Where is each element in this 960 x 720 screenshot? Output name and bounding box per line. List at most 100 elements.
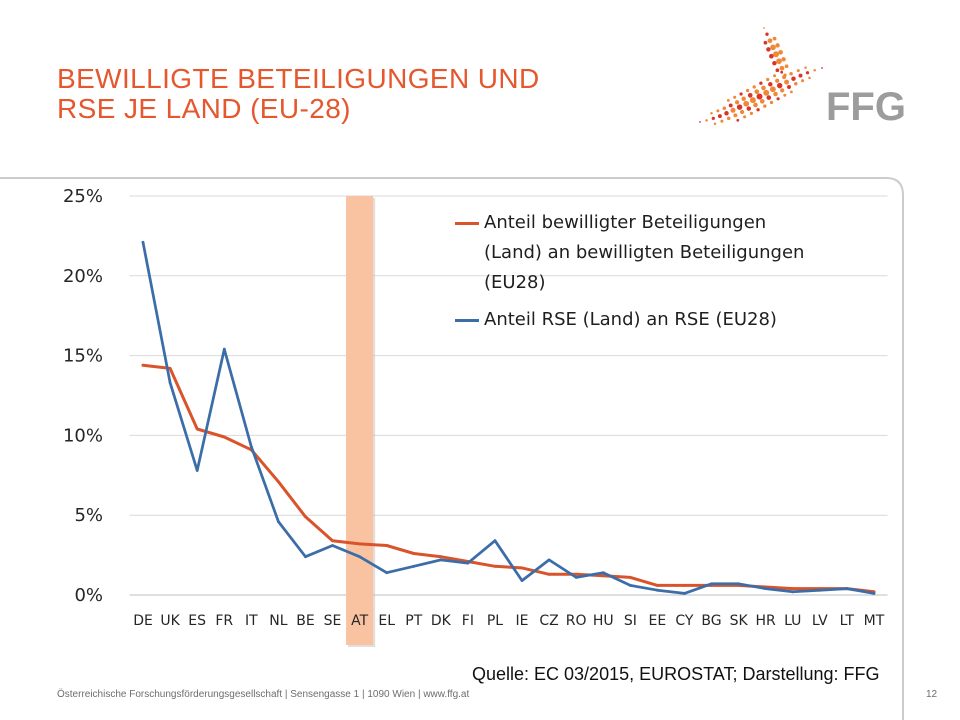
logo-dot bbox=[770, 44, 776, 51]
x-tick-label: DK bbox=[431, 613, 452, 629]
data-point-rse bbox=[710, 582, 713, 586]
series-lines bbox=[141, 240, 876, 595]
logo-dot bbox=[734, 100, 740, 105]
data-point-rse bbox=[358, 555, 361, 559]
logo-dot bbox=[739, 109, 745, 115]
data-point-rse bbox=[872, 592, 876, 595]
logo-dot bbox=[749, 97, 756, 104]
logo-dot bbox=[767, 38, 773, 44]
logo-dot bbox=[722, 106, 727, 111]
legend-item-rse: Anteil RSE (Land) an RSE (EU28) bbox=[455, 305, 835, 335]
data-point-beteiligungen bbox=[141, 363, 145, 367]
data-point-beteiligungen bbox=[601, 574, 605, 578]
data-point-rse bbox=[656, 588, 659, 592]
x-tick-label: FI bbox=[462, 613, 474, 629]
data-point-rse bbox=[277, 520, 280, 523]
x-tick-label: CY bbox=[675, 613, 694, 629]
data-point-rse bbox=[845, 587, 849, 590]
data-point-beteiligungen bbox=[547, 572, 551, 576]
x-tick-label: DE bbox=[133, 613, 153, 629]
y-tick-label: 15% bbox=[63, 346, 103, 367]
logo-dot bbox=[772, 60, 777, 66]
data-point-rse bbox=[439, 558, 443, 562]
data-point-beteiligungen bbox=[277, 480, 280, 484]
x-tick-label: MT bbox=[864, 613, 885, 629]
logo-dot bbox=[766, 77, 770, 82]
x-tick-label: IT bbox=[245, 613, 258, 629]
data-point-beteiligungen bbox=[304, 515, 307, 519]
data-point-rse bbox=[791, 590, 795, 594]
logo-dot bbox=[711, 116, 715, 121]
x-tick-label: HU bbox=[593, 613, 614, 629]
logo-dot bbox=[794, 81, 798, 86]
data-point-rse bbox=[331, 544, 334, 547]
logo-dot bbox=[749, 111, 754, 116]
logo-dot bbox=[808, 76, 811, 80]
logo-dot bbox=[741, 96, 746, 102]
logo-dot bbox=[763, 27, 765, 29]
data-point-rse bbox=[683, 592, 686, 595]
logo-dot bbox=[798, 73, 803, 78]
logo-dot bbox=[761, 85, 766, 91]
x-tick-label: ES bbox=[188, 613, 206, 629]
data-point-beteiligungen bbox=[574, 572, 578, 576]
logo-dot bbox=[766, 47, 771, 52]
logo-dot bbox=[773, 91, 778, 97]
data-point-rse bbox=[466, 561, 470, 565]
logo-dot bbox=[736, 118, 740, 122]
x-tick-label: RO bbox=[566, 613, 587, 629]
data-point-beteiligungen bbox=[195, 427, 199, 431]
logo-dot bbox=[813, 68, 816, 72]
x-tick-label: LV bbox=[812, 613, 828, 629]
logo-dot bbox=[746, 106, 752, 111]
x-tick-label: BG bbox=[701, 613, 721, 629]
gridlines bbox=[129, 195, 888, 596]
data-point-rse bbox=[520, 579, 524, 582]
y-axis-labels: 0% 5% 10% 15% 20% 25% bbox=[63, 186, 103, 606]
x-tick-label: BE bbox=[296, 613, 314, 629]
logo-dot bbox=[699, 121, 701, 123]
data-point-rse bbox=[601, 571, 605, 575]
x-tick-label: UK bbox=[160, 613, 180, 629]
logo-dot bbox=[759, 81, 763, 85]
logo-dot bbox=[766, 95, 772, 100]
logo-dot bbox=[775, 43, 780, 48]
logo-dot bbox=[776, 82, 783, 89]
logo-dot bbox=[796, 69, 800, 73]
legend-label-beteiligungen: Anteil bewilligter Beteiligungen (Land) … bbox=[484, 212, 805, 293]
logo-dot bbox=[753, 102, 758, 108]
page-number: 12 bbox=[926, 689, 938, 700]
logo-wordmark: FFG bbox=[826, 85, 906, 129]
logo-dot bbox=[716, 109, 720, 113]
data-point-beteiligungen bbox=[222, 435, 226, 439]
logo-dot bbox=[743, 115, 747, 119]
logo-dot bbox=[759, 98, 765, 104]
data-point-rse bbox=[737, 582, 740, 586]
legend-item-beteiligungen: Anteil bewilligter Beteiligungen (Land) … bbox=[455, 208, 835, 293]
highlight-band bbox=[346, 196, 376, 647]
logo-dot bbox=[783, 93, 787, 97]
logo-dot bbox=[778, 49, 783, 55]
data-point-rse bbox=[249, 445, 253, 448]
data-point-beteiligungen bbox=[331, 539, 334, 543]
logo-dot bbox=[787, 81, 789, 83]
series-line-beteiligungen bbox=[141, 363, 876, 594]
logo-dot bbox=[773, 51, 779, 58]
data-point-rse bbox=[195, 469, 199, 472]
data-point-rse bbox=[222, 347, 226, 351]
logo-dot bbox=[784, 79, 790, 85]
logo-dot bbox=[763, 89, 770, 96]
y-tick-label: 20% bbox=[63, 266, 103, 287]
data-point-beteiligungen bbox=[683, 584, 686, 587]
logo-dot bbox=[763, 40, 768, 45]
legend-label-rse: Anteil RSE (Land) an RSE (EU28) bbox=[484, 309, 777, 330]
logo-dot bbox=[783, 73, 787, 77]
logo-dot bbox=[772, 36, 777, 41]
logo-dot bbox=[745, 88, 750, 93]
logo-dot bbox=[756, 93, 763, 100]
logo-dot bbox=[705, 119, 708, 122]
logo-dot bbox=[805, 71, 810, 75]
legend-swatch-beteiligungen bbox=[455, 222, 479, 225]
